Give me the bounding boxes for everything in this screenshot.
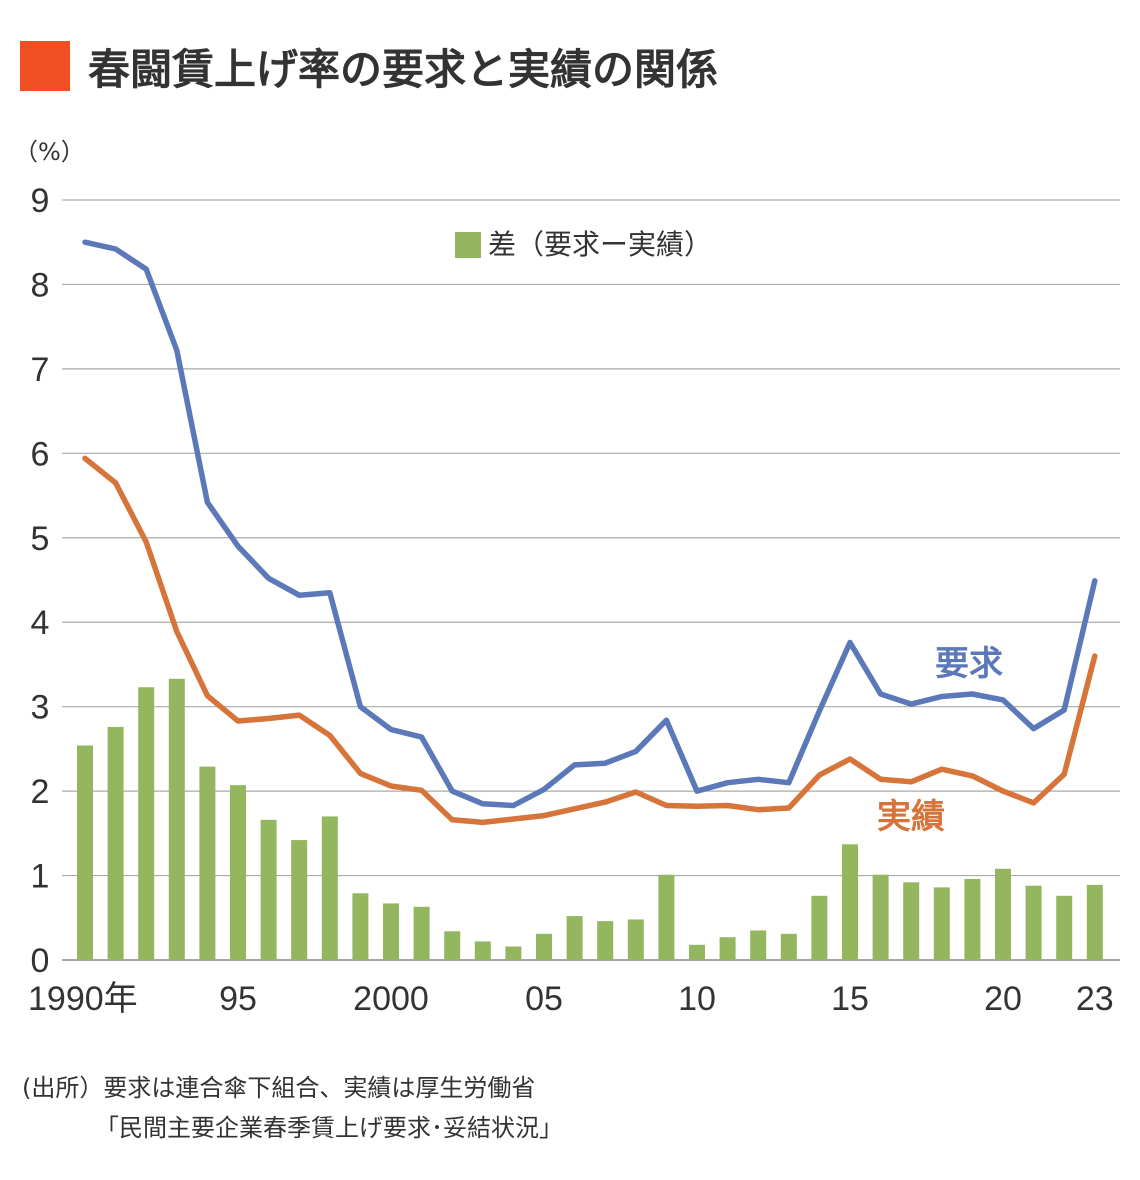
x-tick-label-2005: 05 (525, 980, 563, 1018)
bar-diff-1999 (352, 893, 369, 960)
bar-diff-1994 (199, 766, 216, 960)
bar-diff-2003 (474, 941, 491, 960)
annotation-demand: 要求 (935, 644, 1003, 684)
x-tick-label-1990: 1990年 (28, 980, 138, 1018)
y-tick-label-7: 7 (31, 351, 50, 389)
bar-diff-2023 (1086, 884, 1103, 960)
bar-diff-2008 (627, 919, 644, 960)
x-tick-label-2015: 15 (831, 980, 869, 1018)
annotation-actual: 実績 (877, 797, 945, 837)
chart-title-block: 春闘賃上げ率の要求と実績の関係 (20, 40, 718, 94)
x-tick-label-2010: 10 (678, 980, 716, 1018)
bar-diff-2009 (658, 874, 675, 960)
bar-diff-1991 (107, 726, 124, 960)
bar-diff-2004 (505, 946, 522, 960)
bar-diff-2020 (995, 868, 1011, 960)
y-tick-label-8: 8 (31, 266, 50, 304)
line-series-actual (82, 455, 1098, 826)
bar-diff-2014 (811, 895, 828, 960)
line-series-demand (82, 239, 1098, 809)
bar-diff-2011 (719, 937, 736, 960)
title-marker-square (20, 41, 70, 91)
bar-diff-2015 (842, 844, 858, 960)
bar-diff-2017 (903, 882, 920, 960)
bar-diff-1992 (138, 687, 155, 960)
legend-swatch-diff (455, 232, 481, 258)
bar-diff-2007 (597, 921, 614, 960)
bar-diff-2012 (750, 930, 767, 960)
bar-diff-2021 (1025, 885, 1042, 960)
bar-diff-2013 (780, 933, 797, 960)
bar-diff-2010 (689, 944, 705, 960)
y-tick-label-4: 4 (31, 604, 50, 642)
bar-diff-2006 (566, 916, 583, 960)
bar-diff-1990 (77, 745, 93, 960)
source-note-line2: 「民間主要企業春季賃上げ要求･妥結状況」 (95, 1114, 563, 1142)
bar-diff-1998 (321, 816, 338, 960)
y-tick-label-5: 5 (31, 520, 50, 558)
y-tick-label-6: 6 (31, 435, 50, 473)
chart-title: 春闘賃上げ率の要求と実績の関係 (88, 44, 719, 94)
bar-diff-1995 (230, 785, 246, 960)
x-tick-label-2020: 20 (984, 980, 1022, 1018)
x-tick-label-2000: 2000 (353, 980, 429, 1018)
y-tick-label-3: 3 (31, 689, 50, 727)
bar-diff-2005 (536, 933, 552, 960)
bar-diff-2022 (1056, 895, 1073, 960)
x-tick-label-1995: 95 (219, 980, 257, 1018)
bar-diff-2000 (383, 903, 399, 960)
bar-diff-1993 (168, 678, 185, 960)
x-tick-label-2023: 23 (1076, 980, 1114, 1018)
y-tick-label-2: 2 (31, 773, 50, 811)
y-tick-label-9: 9 (31, 182, 50, 220)
source-note-line1: (出所）要求は連合傘下組合、実績は厚生労働省 (22, 1074, 536, 1102)
legend-label-diff: 差（要求ー実績） (488, 228, 712, 261)
bar-diff-2002 (444, 931, 461, 960)
bar-diff-1997 (291, 840, 308, 960)
y-tick-label-0: 0 (31, 942, 50, 980)
bar-diff-2018 (933, 887, 950, 960)
bar-diff-1996 (260, 819, 277, 960)
bar-diff-2016 (872, 874, 889, 960)
bar-diff-2019 (964, 878, 981, 960)
y-tick-label-1: 1 (31, 858, 50, 896)
bar-diff-2001 (413, 906, 430, 960)
y-unit-label: （%） (14, 138, 85, 166)
